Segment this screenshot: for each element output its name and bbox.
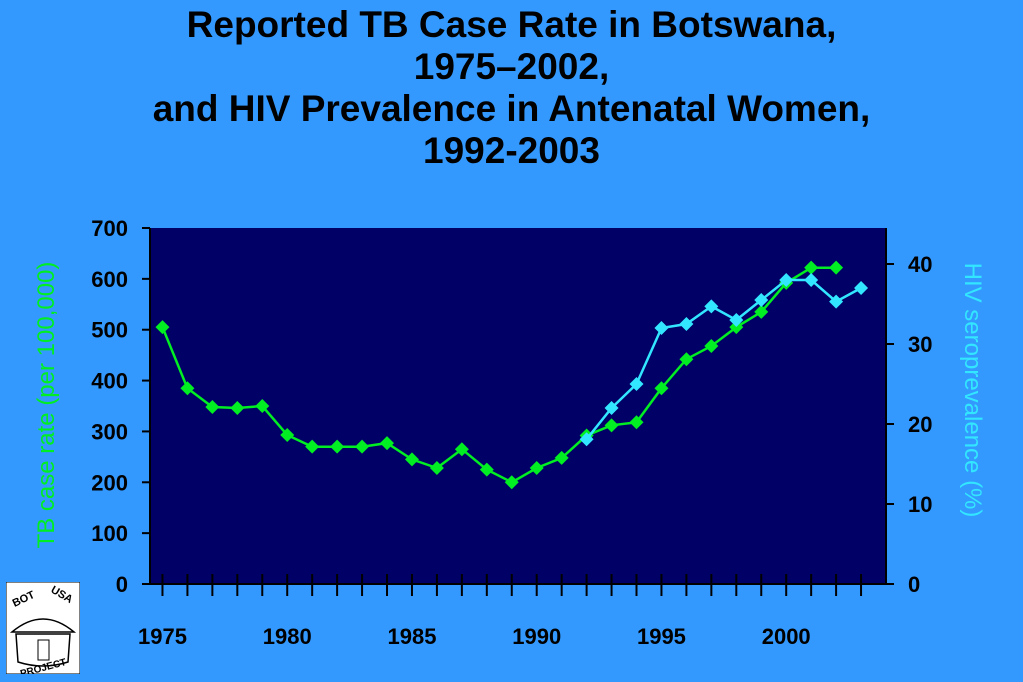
hiv-seroprevalence-point xyxy=(729,313,744,327)
hiv-seroprevalence-point xyxy=(679,317,694,331)
tb-case-rate-point xyxy=(404,452,419,467)
left-axis-tick-label: 200 xyxy=(91,470,128,495)
tb-case-rate-point xyxy=(155,320,170,335)
left-axis-tick-label: 700 xyxy=(91,216,128,241)
hiv-seroprevalence-point xyxy=(754,293,769,307)
tb-case-rate-point xyxy=(754,304,769,319)
hiv-seroprevalence-point xyxy=(804,273,819,287)
title-line-2: 1975–2002, xyxy=(413,46,610,87)
left-axis-tick-label: 500 xyxy=(91,318,128,343)
tb-case-rate-point xyxy=(380,436,395,451)
tb-case-rate-point xyxy=(679,352,694,367)
left-axis-tick-label: 400 xyxy=(91,369,128,394)
tb-case-rate-point xyxy=(704,338,719,353)
tb-case-rate-point xyxy=(429,461,444,476)
right-axis-title: HIV seroprevalence (%) xyxy=(959,263,986,518)
tb-case-rate-point xyxy=(804,260,819,275)
hiv-seroprevalence-point xyxy=(779,273,794,287)
x-axis-tick-label: 2000 xyxy=(762,624,811,649)
tb-case-rate-point xyxy=(280,427,295,442)
hiv-seroprevalence-point xyxy=(654,321,669,335)
hiv-seroprevalence-point xyxy=(829,294,844,309)
title-line-1: Reported TB Case Rate in Botswana, xyxy=(186,4,837,45)
tb-case-rate-point xyxy=(255,399,270,413)
hiv-seroprevalence-point xyxy=(629,377,644,391)
tb-case-rate-point xyxy=(654,381,669,396)
tb-case-rate-point xyxy=(355,439,370,454)
hiv-seroprevalence-point xyxy=(704,299,719,314)
tb-case-rate-line xyxy=(161,266,837,484)
title-line-4: 1992-2003 xyxy=(423,130,600,171)
x-axis-tick-label: 1975 xyxy=(138,624,187,649)
right-axis-tick-label: 30 xyxy=(908,332,932,357)
tb-case-rate-point xyxy=(330,439,345,454)
x-axis-tick-label: 1995 xyxy=(637,624,686,649)
title-line-3: and HIV Prevalence in Antenatal Women, xyxy=(152,88,871,129)
tb-case-rate-point xyxy=(729,320,744,335)
plot-area xyxy=(150,228,886,584)
tb-case-rate-point xyxy=(205,400,220,415)
tb-case-rate-point xyxy=(529,461,544,476)
hiv-seroprevalence-point xyxy=(579,432,594,447)
right-axis-tick-label: 0 xyxy=(908,572,920,597)
hiv-seroprevalence-point xyxy=(854,281,869,295)
tb-case-rate-point xyxy=(629,415,644,430)
left-axis-tick-label: 0 xyxy=(116,572,128,597)
left-axis-title: TB case rate (per 100,000) xyxy=(33,262,60,549)
x-axis-tick-label: 1990 xyxy=(512,624,561,649)
x-axis-tick-label: 1980 xyxy=(263,624,312,649)
tb-case-rate-point xyxy=(479,462,494,477)
tb-case-rate-point xyxy=(504,475,519,490)
left-axis-tick-label: 100 xyxy=(91,521,128,546)
hiv-seroprevalence-point xyxy=(604,401,619,415)
tb-case-rate-point xyxy=(554,450,569,465)
tb-case-rate-point xyxy=(604,418,619,433)
chart-title: Reported TB Case Rate in Botswana, 1975–… xyxy=(0,4,1023,172)
tb-case-rate-point xyxy=(305,439,320,454)
right-axis-tick-label: 10 xyxy=(908,492,932,517)
left-axis-tick-label: 600 xyxy=(91,267,128,292)
right-axis-tick-label: 40 xyxy=(908,252,932,277)
tb-case-rate-point xyxy=(180,381,195,396)
tb-case-rate-point xyxy=(454,442,469,457)
x-axis-tick-label: 1985 xyxy=(387,624,436,649)
hiv-seroprevalence-line xyxy=(585,278,862,440)
right-axis-tick-label: 20 xyxy=(908,412,932,437)
left-axis-tick-label: 300 xyxy=(91,419,128,444)
tb-case-rate-point xyxy=(230,401,245,416)
tb-case-rate-point xyxy=(829,260,844,275)
bot-usa-project-logo: BOT USA PROJECT xyxy=(6,582,80,674)
